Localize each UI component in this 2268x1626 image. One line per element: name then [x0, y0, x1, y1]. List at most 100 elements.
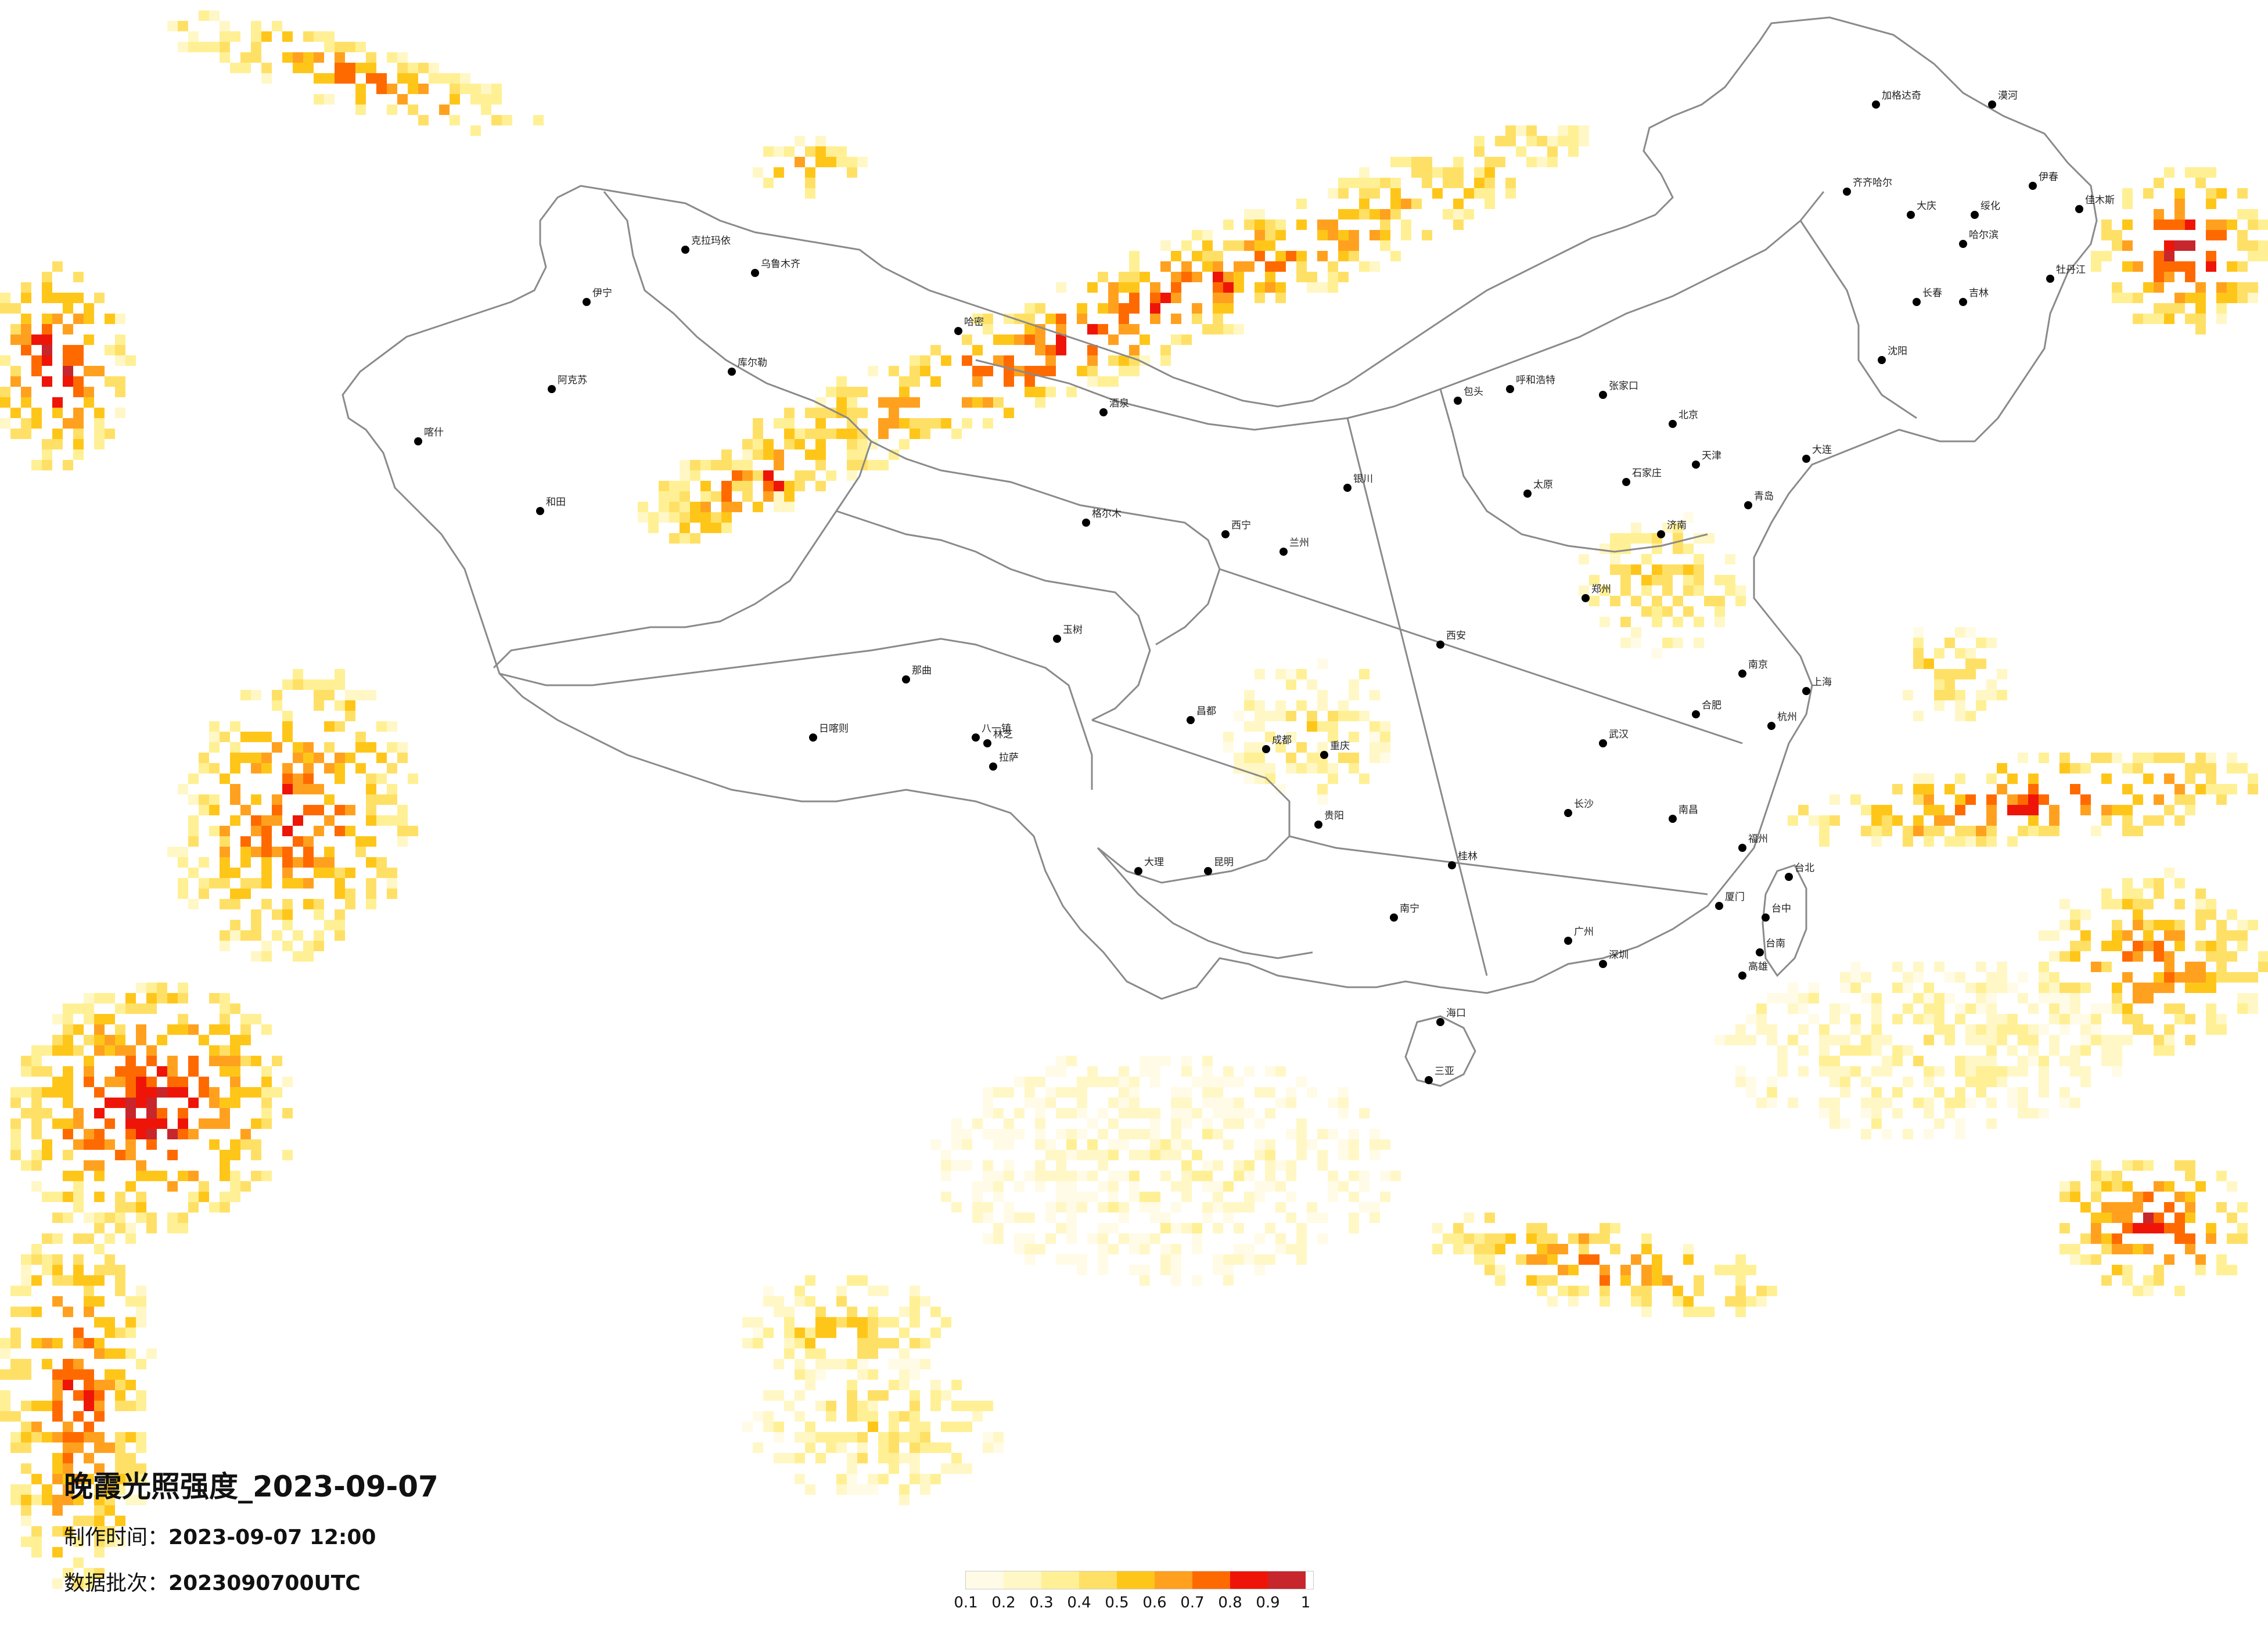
intensity-cell — [1056, 1056, 1066, 1066]
intensity-cell — [2039, 972, 2049, 983]
intensity-cell — [700, 502, 711, 512]
intensity-cell — [230, 794, 240, 805]
intensity-cell — [1955, 1003, 1965, 1014]
intensity-cell — [1725, 1035, 1735, 1045]
intensity-cell — [84, 1516, 94, 1526]
intensity-cell — [220, 31, 230, 42]
intensity-cell — [94, 1171, 105, 1181]
intensity-cell — [1485, 1244, 1495, 1254]
intensity-cell — [1380, 240, 1390, 251]
intensity-cell — [1673, 638, 1683, 648]
intensity-cell — [721, 481, 732, 491]
intensity-cell — [42, 1401, 52, 1411]
intensity-cell — [136, 1118, 146, 1129]
intensity-cell — [251, 1171, 261, 1181]
intensity-cell — [2154, 1223, 2164, 1233]
intensity-cell — [31, 1066, 42, 1077]
intensity-cell — [1035, 1171, 1045, 1181]
intensity-cell — [2206, 763, 2216, 774]
xinjiang-border — [493, 191, 872, 669]
intensity-cell — [2143, 878, 2154, 888]
intensity-cell — [920, 1474, 930, 1484]
intensity-cell — [1986, 1035, 1997, 1045]
intensity-cell — [1913, 826, 1924, 836]
intensity-cell — [63, 293, 73, 303]
intensity-cell — [1223, 1202, 1234, 1213]
intensity-cell — [1255, 763, 1265, 774]
intensity-cell — [2091, 826, 2101, 836]
intensity-cell — [1202, 1066, 1213, 1077]
intensity-cell — [1129, 1129, 1140, 1139]
intensity-cell — [1119, 324, 1129, 334]
intensity-cell — [2122, 815, 2133, 826]
intensity-cell — [847, 460, 857, 470]
intensity-cell — [491, 94, 502, 105]
intensity-cell — [21, 1484, 31, 1495]
intensity-cell — [1192, 1223, 1202, 1233]
intensity-cell — [2018, 1098, 2028, 1108]
intensity-cell — [324, 763, 335, 774]
intensity-cell — [1380, 220, 1390, 230]
intensity-cell — [115, 1077, 125, 1087]
intensity-cell — [136, 1390, 146, 1401]
intensity-cell — [324, 868, 335, 878]
intensity-cell — [1307, 1087, 1317, 1098]
intensity-cell — [2154, 1181, 2164, 1192]
intensity-cell — [397, 94, 408, 105]
intensity-cell — [1338, 251, 1349, 261]
intensity-cell — [2174, 972, 2185, 983]
intensity-cell — [376, 753, 387, 763]
intensity-cell — [826, 429, 836, 439]
intensity-cell — [2091, 1181, 2101, 1192]
intensity-cell — [1181, 1181, 1192, 1192]
intensity-cell — [1255, 1233, 1265, 1244]
intensity-cell — [199, 1118, 209, 1129]
intensity-cell — [889, 1442, 899, 1453]
intensity-cell — [1871, 1024, 1882, 1035]
intensity-cell — [1077, 1254, 1087, 1265]
made-time-label: 制作时间： — [64, 1526, 169, 1549]
intensity-cell — [1641, 1275, 1652, 1286]
intensity-cell — [63, 1526, 73, 1537]
intensity-cell — [1077, 1192, 1087, 1202]
intensity-cell — [1140, 1192, 1150, 1202]
intensity-cell — [136, 1003, 146, 1014]
intensity-cell — [815, 1369, 826, 1380]
intensity-cell — [1286, 251, 1296, 261]
intensity-cell — [784, 1307, 795, 1317]
intensity-cell — [355, 105, 366, 115]
intensity-cell — [1171, 1118, 1181, 1129]
intensity-cell — [63, 1150, 73, 1160]
intensity-cell — [2174, 815, 2185, 826]
intensity-cell — [857, 439, 868, 449]
intensity-cell — [638, 502, 648, 512]
intensity-cell — [1620, 544, 1631, 554]
intensity-cell — [1526, 1254, 1537, 1265]
intensity-cell — [1223, 282, 1234, 293]
intensity-cell — [1213, 1254, 1223, 1265]
intensity-cell — [1286, 1192, 1296, 1202]
intensity-cell — [1944, 836, 1955, 847]
intensity-cell — [2007, 1098, 2018, 1108]
intensity-cell — [1861, 1045, 1871, 1056]
intensity-cell — [2070, 1014, 2080, 1024]
intensity-cell — [282, 52, 293, 63]
intensity-cell — [1809, 1014, 1819, 1024]
intensity-cell — [397, 63, 408, 73]
intensity-cell — [1370, 1139, 1380, 1150]
intensity-cell — [2112, 930, 2122, 941]
intensity-cell — [240, 753, 251, 763]
intensity-cell — [1568, 136, 1579, 146]
intensity-cell — [1056, 1150, 1066, 1160]
intensity-cell — [355, 732, 366, 742]
intensity-cell — [1275, 700, 1286, 711]
intensity-cell — [826, 470, 836, 481]
intensity-cell — [63, 355, 73, 366]
intensity-cell — [94, 1526, 105, 1537]
intensity-cell — [178, 42, 188, 52]
intensity-cell — [2154, 888, 2164, 899]
intensity-cell — [1892, 815, 1903, 826]
intensity-cell — [84, 1077, 94, 1087]
intensity-cell — [1861, 1077, 1871, 1087]
